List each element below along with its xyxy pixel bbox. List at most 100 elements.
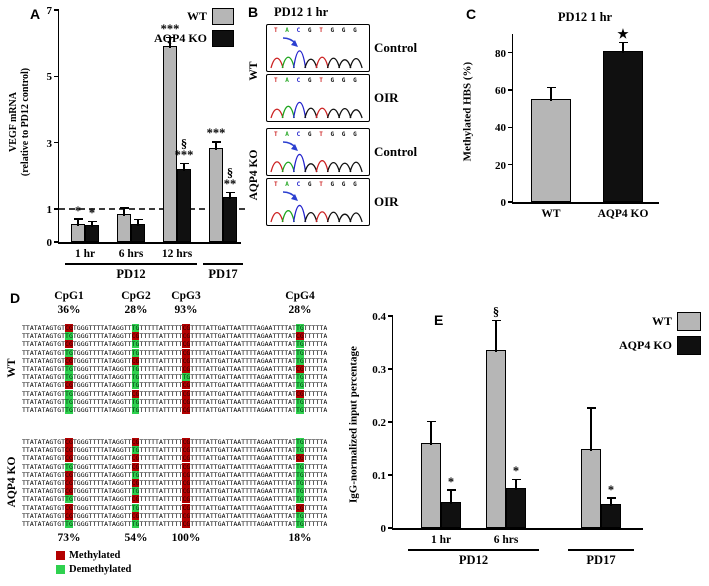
methylated-cpg: CG (65, 446, 73, 455)
y-tick-label: 0 (46, 237, 53, 249)
error-bar-cap (165, 36, 175, 39)
demethylated-cpg: TG (131, 365, 140, 374)
panel-b-title: PD12 1 hr (274, 5, 329, 19)
y-tick-mark (54, 208, 59, 210)
demethylated-cpg: TG (65, 332, 73, 341)
demethylated-cpg: TG (131, 397, 140, 406)
cpg-wt-percentage: 36% (57, 304, 81, 316)
group-bracket (65, 262, 197, 265)
significance-label: § ** (223, 165, 237, 192)
demethylated-cpg: TG (65, 397, 73, 406)
group-label: PD12 (458, 553, 489, 567)
cpg-ko-percentage: 73% (57, 532, 81, 544)
base-letter: A (285, 27, 289, 34)
demethylated-cpg: TG (295, 446, 304, 455)
demethylated-cpg: TG (295, 479, 304, 488)
methylated-cpg: CG (295, 389, 304, 398)
cpg-site-name: CpG4 (285, 290, 315, 302)
methylated-label: Methylated (69, 550, 121, 561)
bar-wt (117, 213, 131, 242)
y-tick-label: 0.4 (372, 311, 386, 323)
panel-c: C PD12 1 hr Methylated HBS (%) 0 20 40 60 80… (452, 2, 709, 242)
group-label: PD17 (586, 553, 616, 567)
trace-curves (270, 191, 363, 223)
error-bar (622, 43, 624, 53)
sequence-read: TTATATAGTGTTGTGGGTTTTATAGGTTTGTTTTTATTTT… (22, 520, 328, 529)
methylated-cpg: CG (65, 381, 73, 390)
methylated-cpg: CG (182, 511, 191, 520)
significance-label: * (88, 205, 96, 220)
methylated-swatch (56, 551, 65, 560)
methylated-cpg: CG (295, 332, 304, 341)
demethylated-cpg: TG (131, 520, 140, 529)
error-bar (495, 321, 497, 353)
demethylated-cpg: TG (65, 389, 73, 398)
sequence-read: TTATATAGTGTTGTGGGTTTTATAGGTTCGTTTTTATTTT… (22, 495, 328, 504)
base-letter: G (330, 131, 335, 138)
base-letter: G (307, 131, 312, 138)
demethylated-cpg: TG (131, 487, 140, 496)
error-bar-cap (511, 478, 521, 481)
demethylated-cpg: TG (295, 438, 304, 446)
panel-a-y-axis-label: VEGF mRNA (relative to PD12 control) (8, 67, 31, 177)
methylated-cpg: CG (182, 479, 191, 488)
bar-aqp4-ko (131, 223, 145, 242)
y-tick-mark (388, 368, 393, 370)
y-tick-mark (508, 89, 513, 91)
base-letter: C (296, 181, 301, 188)
bar-aqp4-ko (601, 504, 621, 528)
methylated-cpg: CG (182, 446, 191, 455)
error-bar-cap (133, 218, 143, 221)
error-bar (550, 88, 552, 102)
significance-label: *** (160, 21, 180, 36)
legend-ko-label: AQP4 KO (154, 31, 207, 45)
methylated-cpg: CG (65, 479, 73, 488)
demethylated-cpg: TG (131, 373, 140, 382)
significance-label: * (512, 464, 520, 479)
panel-a-legend: WT AQP4 KO (154, 8, 234, 47)
methylated-cpg: CG (182, 487, 191, 496)
panel-d-side-label-ko: AQP4 KO (6, 456, 18, 508)
methylated-cpg: CG (182, 454, 191, 463)
reference-line (59, 207, 245, 210)
error-bar (610, 498, 612, 507)
y-tick-label: 60 (495, 85, 506, 97)
demethylated-cpg: TG (65, 495, 73, 504)
methylated-cpg: CG (295, 503, 304, 512)
methylated-cpg: CG (182, 365, 191, 374)
demethylated-cpg: TG (131, 340, 140, 349)
base-letter: G (307, 77, 312, 84)
demethylated-cpg: TG (295, 324, 304, 332)
demethylated-cpg: TG (295, 511, 304, 520)
y-tick-mark (508, 163, 513, 166)
y-tick-label: 40 (495, 122, 506, 135)
sequence-read: TTATATAGTGTTGTGGGTTTTATAGGTTCGTTTTTATTTT… (22, 332, 328, 341)
y-tick-mark (388, 527, 393, 529)
trace-label-ko-oir: OIR (374, 194, 399, 209)
demethylated-cpg: TG (65, 373, 73, 382)
sequence-read: TTATATAGTGTTGTGGGTTTTATAGGTTTGTTTTTATTTT… (22, 365, 328, 374)
error-bar-cap (73, 218, 83, 220)
category-label: 1 hr (74, 248, 96, 260)
error-bar-cap (586, 407, 596, 409)
category-label: AQP4 KO (597, 208, 649, 220)
bar-wt (71, 223, 85, 242)
methylated-cpg: CG (131, 511, 140, 520)
error-bar-cap (211, 141, 221, 143)
legend-row-wt: WT (652, 312, 701, 331)
error-bar-cap (446, 489, 456, 491)
panel-d-label: D (10, 290, 21, 306)
bar-aqp4-ko (441, 501, 461, 528)
panel-e-plot: 0 0.1 0.2 0.3 0.4 * 1 hr § * 6 hrs * PD12 PD17 (372, 306, 643, 567)
y-tick-label: 5 (46, 71, 53, 84)
category-label: 6 hrs (118, 248, 144, 260)
methylated-cpg: CG (131, 454, 140, 463)
y-tick-label: 80 (495, 47, 506, 60)
methylated-cpg: CG (182, 348, 191, 357)
panel-c-title: PD12 1 hr (557, 10, 613, 24)
methylated-cpg: CG (131, 438, 140, 446)
error-bar-cap (546, 86, 556, 89)
